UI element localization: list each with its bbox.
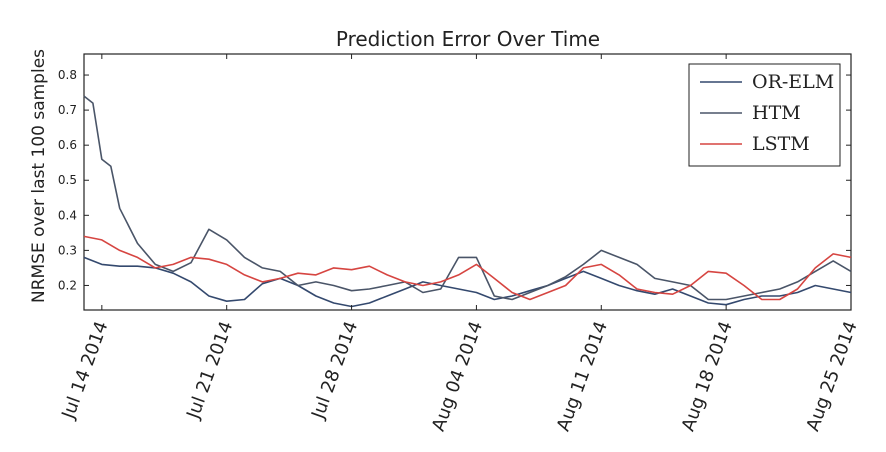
legend: OR-ELM HTM LSTM [688, 63, 841, 167]
x-tick-label: Jul 28 2014 [307, 319, 362, 423]
legend-label: LSTM [752, 133, 810, 155]
series-line-htm [83, 95, 852, 301]
x-tick-label: Jul 21 2014 [182, 319, 237, 423]
y-tick-label: 0.6 [58, 138, 77, 152]
y-tick-label: 0.5 [58, 173, 77, 187]
y-tick-label: 0.4 [58, 208, 77, 222]
legend-label: HTM [752, 102, 801, 124]
y-tick-label: 0.2 [58, 278, 77, 292]
y-tick-label: 0.3 [58, 243, 77, 257]
legend-box [688, 63, 841, 167]
plot-frame [83, 53, 852, 311]
series-lines [83, 95, 852, 308]
y-axis-label: NRMSE over last 100 samples [29, 49, 49, 303]
legend-label: OR-ELM [752, 71, 834, 93]
x-tick-label: Aug 04 2014 [428, 319, 487, 435]
chart-title: Prediction Error Over Time [336, 27, 600, 51]
series-line-lstm [83, 235, 852, 301]
y-tick-label: 0.7 [58, 103, 77, 117]
x-tick-label: Aug 25 2014 [803, 319, 862, 435]
y-tick-label: 0.8 [58, 68, 77, 82]
series-line-or-elm [83, 256, 852, 308]
x-tick-label: Aug 18 2014 [678, 319, 737, 435]
y-axis-ticks: 0.2 0.3 0.4 0.5 0.6 0.7 0.8 [58, 68, 851, 292]
x-tick-label: Jul 14 2014 [58, 319, 113, 423]
x-tick-label: Aug 11 2014 [553, 319, 612, 435]
